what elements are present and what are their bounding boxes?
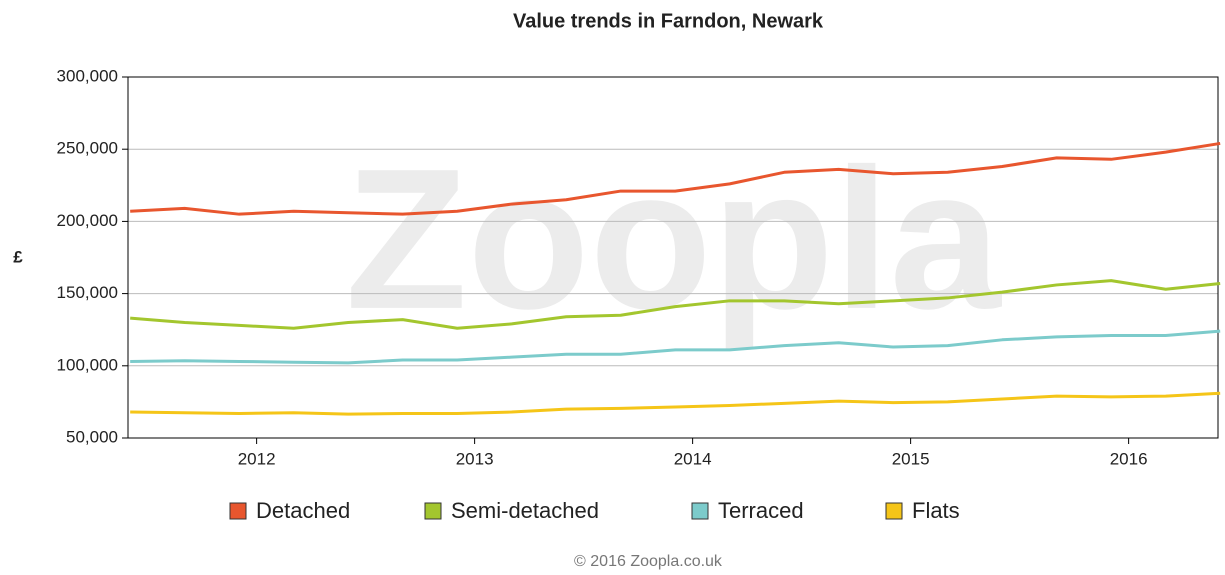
x-tick-label: 2016 [1110,449,1148,468]
y-tick-label: 50,000 [66,427,118,446]
y-axis-label: £ [13,247,23,266]
legend-swatch [229,502,247,520]
chart-title: Value trends in Farndon, Newark [513,10,824,32]
legend-label: Detached [256,498,350,523]
legend-swatch [691,502,709,520]
y-tick-label: 200,000 [57,211,118,230]
legend-swatch [885,502,903,520]
y-tick-label: 300,000 [57,66,118,85]
legend-label: Flats [912,498,960,523]
footer: © 2016 Zoopla.co.uk [574,553,723,570]
legend-label: Semi-detached [451,498,599,523]
x-tick-label: 2013 [456,449,494,468]
y-tick-label: 100,000 [57,355,118,374]
legend-label: Terraced [718,498,804,523]
y-tick-label: 250,000 [57,139,118,158]
x-tick-label: 2015 [892,449,930,468]
watermark: Zoopla [345,128,1002,351]
legend-swatch [424,502,442,520]
series-line [130,279,1221,330]
series-line [130,141,1221,216]
y-tick-label: 150,000 [57,283,118,302]
series-line [130,329,1221,365]
x-tick-label: 2012 [238,449,276,468]
x-tick-label: 2014 [674,449,712,468]
series-line [130,391,1221,416]
plot-frame [127,76,1219,439]
